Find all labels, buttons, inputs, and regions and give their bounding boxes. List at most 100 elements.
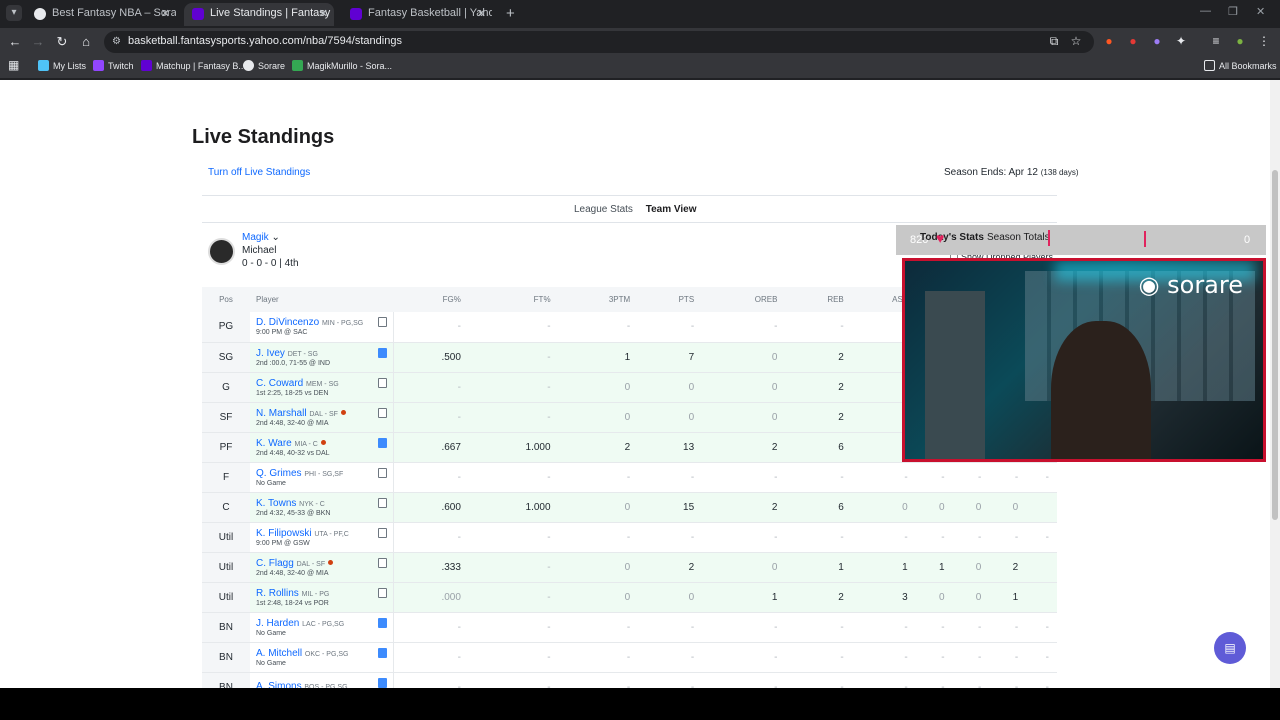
tab-season-totals[interactable]: Season Totals [987,232,1050,243]
col-header-fg-pct[interactable]: FG% [393,287,469,312]
player-position[interactable]: BN [202,642,250,673]
player-name-link[interactable]: J. Harden [256,617,300,629]
tab-league-stats[interactable]: League Stats [574,204,633,215]
bookmark-twitch[interactable]: Twitch [93,60,134,71]
player-notes-icon[interactable] [377,527,387,538]
new-tab-icon[interactable]: + [506,5,515,22]
player-notes-icon[interactable] [377,647,387,658]
menu-kebab-icon[interactable]: ⋮ [1258,34,1270,48]
profile-avatar-icon[interactable]: ● [1236,34,1244,48]
player-notes-icon[interactable] [377,317,387,327]
media-controls-icon[interactable]: ≡ [1212,34,1220,48]
tab-sorare[interactable]: Best Fantasy NBA – Sorare NBA ✕ [26,3,176,26]
player-notes-icon[interactable] [377,437,387,448]
player-position[interactable]: G [202,372,250,403]
player-cell: J. Ivey DET - SG 2nd :00.0, 71-55 @ IND [250,342,394,373]
player-notes-icon[interactable] [377,407,387,418]
col-header-3ptm[interactable]: 3PTM [558,287,639,312]
player-name-link[interactable]: K. Ware [256,437,292,449]
forward-icon[interactable]: → [31,34,45,49]
extension-icon[interactable]: ● [1129,34,1137,48]
reload-icon[interactable]: ↻ [56,34,68,49]
player-position[interactable]: Util [202,582,250,613]
player-name-link[interactable]: C. Coward [256,377,304,389]
col-header-ft-pct[interactable]: FT% [468,287,559,312]
player-position[interactable]: BN [202,612,250,643]
close-icon[interactable]: ✕ [476,8,486,20]
col-header-pts[interactable]: PTS [638,287,703,312]
bookmark-my-lists[interactable]: My Lists [38,60,86,71]
address-bar[interactable]: ⚙ basketball.fantasysports.yahoo.com/nba… [104,31,1094,53]
player-team-position: NYK - C [299,500,325,508]
player-position[interactable]: BN [202,672,250,688]
player-position[interactable]: Util [202,552,250,583]
tab-live-standings[interactable]: Live Standings | Fantasy Basketball ✕ [184,3,334,26]
player-position[interactable]: SG [202,342,250,373]
player-name-link[interactable]: A. Mitchell [256,647,303,659]
window-close-icon[interactable]: ✕ [1256,6,1266,18]
player-notes-icon[interactable] [377,347,387,358]
col-header-player[interactable]: Player [250,287,393,312]
col-header-reb[interactable]: REB [785,287,852,312]
chat-button-icon[interactable]: ▤ [1214,632,1246,664]
player-name-link[interactable]: K. Towns [256,497,297,509]
apps-grid-icon[interactable]: ▦ [8,58,20,72]
player-name-link[interactable]: K. Filipowski [256,527,312,539]
player-cell: D. DiVincenzo MIN - PG,SG 9:00 PM @ SAC [250,312,394,343]
stat-cell: - [558,462,639,493]
col-header-oreb[interactable]: OREB [702,287,786,312]
player-name-link[interactable]: D. DiVincenzo [256,317,320,329]
player-notes-icon[interactable] [377,557,387,568]
player-notes-icon[interactable] [377,587,387,598]
bookmark-magikmurillo[interactable]: MagikMurillo - Sora... [292,60,392,71]
team-name-dropdown[interactable]: Magik ⌄ [242,232,280,243]
bookmark-sorare[interactable]: Sorare [243,60,285,71]
player-team-position: MIN - PG,SG [321,320,364,328]
player-position[interactable]: Util [202,522,250,553]
player-notes-icon[interactable] [377,467,387,478]
player-position[interactable]: SF [202,402,250,433]
bookmark-star-icon[interactable]: ☆ [1070,34,1082,48]
player-name-link[interactable]: A. Simons [256,681,302,688]
sorare-logo-icon: ◉ [1138,271,1160,299]
extension-icon[interactable]: ● [1153,34,1161,48]
player-position[interactable]: F [202,462,250,493]
maximize-icon[interactable]: ❐ [1228,6,1238,18]
player-name-link[interactable]: J. Ivey [256,347,285,359]
stat-cell: - [393,462,469,493]
tab-todays-stats[interactable]: Today's Stats [920,232,984,243]
all-bookmarks[interactable]: All Bookmarks [1204,60,1277,71]
tab-team-view[interactable]: Team View [645,204,697,215]
tab-fantasy-basketball[interactable]: Fantasy Basketball | Yahoo! Sports ✕ [342,3,492,26]
tab-bar: ▾ Best Fantasy NBA – Sorare NBA ✕ Live S… [0,0,1280,28]
install-app-icon[interactable]: ⧉ [1049,34,1059,48]
extension-icon[interactable]: ● [1105,34,1113,48]
bookmark-matchup[interactable]: Matchup | Fantasy B... [141,60,246,71]
close-icon[interactable]: ✕ [160,8,170,20]
home-icon[interactable]: ⌂ [82,34,90,49]
stat-cell: 6 [785,492,852,523]
player-notes-icon[interactable] [377,677,387,688]
turn-off-live-standings-link[interactable]: Turn off Live Standings [208,167,311,178]
player-position[interactable]: PG [202,312,250,343]
player-notes-icon[interactable] [377,497,387,508]
back-icon[interactable]: ← [8,34,22,49]
player-name-link[interactable]: N. Marshall [256,407,307,419]
yahoo-icon [141,60,152,71]
player-name-link[interactable]: R. Rollins [256,587,299,599]
player-notes-icon[interactable] [377,617,387,628]
minimize-icon[interactable]: — [1200,5,1211,17]
player-notes-icon[interactable] [377,377,387,388]
col-header-pos[interactable]: Pos [202,287,250,312]
player-name-link[interactable]: C. Flagg [256,557,294,569]
site-info-icon[interactable]: ⚙ [112,36,121,47]
page-scrollbar[interactable] [1270,80,1280,688]
player-position[interactable]: C [202,492,250,523]
close-icon[interactable]: ✕ [318,8,328,20]
player-name-link[interactable]: Q. Grimes [256,467,302,479]
table-row: Util R. Rollins MIL - PG 1st 2:48, 18-24 v… [202,582,1057,613]
scrollbar-thumb[interactable] [1272,170,1278,520]
tab-search-icon[interactable]: ▾ [6,5,22,21]
player-position[interactable]: PF [202,432,250,463]
extensions-puzzle-icon[interactable]: ✦ [1175,34,1187,48]
